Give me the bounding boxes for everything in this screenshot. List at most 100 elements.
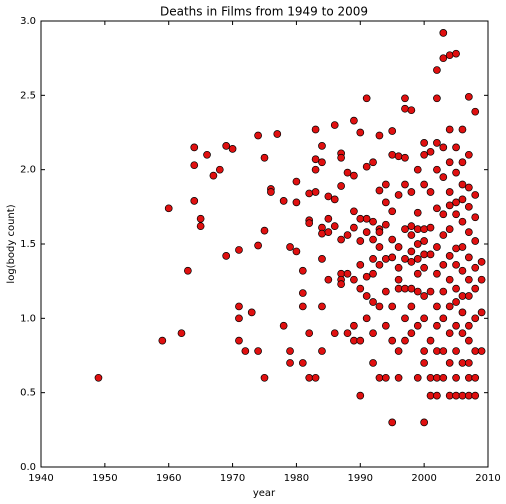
point bbox=[420, 418, 428, 427]
point bbox=[375, 186, 384, 195]
point bbox=[324, 228, 333, 236]
point bbox=[305, 219, 314, 228]
x-tick-label: 1950 bbox=[92, 473, 117, 484]
point bbox=[369, 359, 377, 367]
point bbox=[235, 336, 243, 345]
point bbox=[413, 269, 422, 278]
point bbox=[184, 266, 192, 275]
y-tick-label: 2.0 bbox=[20, 165, 36, 176]
point bbox=[298, 302, 307, 311]
point bbox=[196, 222, 205, 231]
point bbox=[439, 54, 448, 63]
point bbox=[452, 244, 460, 253]
point bbox=[433, 243, 441, 251]
x-tick-label: 2000 bbox=[411, 473, 436, 484]
point bbox=[196, 214, 205, 223]
point bbox=[388, 127, 397, 135]
point bbox=[477, 275, 486, 284]
point bbox=[464, 321, 473, 330]
point bbox=[343, 269, 352, 278]
point bbox=[401, 284, 409, 293]
point bbox=[311, 188, 320, 196]
point bbox=[420, 347, 428, 355]
point bbox=[439, 373, 448, 382]
point bbox=[401, 225, 409, 233]
point bbox=[286, 347, 294, 355]
point bbox=[362, 214, 371, 223]
point bbox=[394, 263, 403, 272]
point bbox=[401, 153, 409, 162]
point bbox=[433, 165, 441, 174]
point bbox=[337, 153, 345, 162]
point bbox=[305, 189, 314, 198]
point bbox=[305, 373, 314, 382]
point bbox=[433, 269, 441, 278]
point bbox=[458, 266, 467, 275]
point bbox=[471, 237, 480, 245]
point bbox=[318, 229, 326, 238]
x-axis-label: year bbox=[253, 488, 276, 499]
point bbox=[407, 231, 416, 239]
point bbox=[452, 284, 460, 293]
point bbox=[235, 302, 243, 311]
point bbox=[458, 125, 467, 134]
point bbox=[394, 152, 403, 161]
point bbox=[445, 225, 454, 233]
point bbox=[458, 243, 467, 251]
point bbox=[464, 228, 473, 236]
point bbox=[343, 168, 352, 177]
point bbox=[311, 373, 320, 382]
point bbox=[407, 284, 416, 293]
point bbox=[433, 391, 441, 400]
point bbox=[350, 207, 358, 216]
point bbox=[362, 162, 371, 171]
point bbox=[433, 139, 441, 147]
point bbox=[94, 373, 103, 382]
point bbox=[362, 94, 371, 103]
point bbox=[273, 130, 282, 138]
point bbox=[388, 336, 397, 345]
point bbox=[433, 66, 441, 74]
point bbox=[318, 142, 326, 150]
point bbox=[356, 128, 365, 137]
point bbox=[254, 347, 262, 355]
point bbox=[330, 195, 339, 204]
point bbox=[318, 255, 326, 263]
point bbox=[381, 373, 390, 382]
point bbox=[235, 314, 243, 323]
point bbox=[471, 391, 480, 400]
point bbox=[222, 252, 231, 260]
point bbox=[426, 336, 435, 345]
point bbox=[433, 321, 441, 330]
point bbox=[350, 171, 358, 180]
point bbox=[407, 106, 416, 115]
point bbox=[350, 223, 358, 232]
point bbox=[305, 329, 314, 338]
point bbox=[158, 336, 167, 345]
point bbox=[445, 275, 454, 284]
point bbox=[279, 197, 288, 205]
point bbox=[464, 183, 473, 192]
point bbox=[464, 373, 473, 382]
point bbox=[452, 373, 460, 382]
point bbox=[388, 302, 397, 311]
point bbox=[439, 287, 448, 296]
point bbox=[356, 336, 365, 345]
point bbox=[381, 198, 390, 207]
point bbox=[445, 201, 454, 210]
point bbox=[420, 237, 428, 245]
point bbox=[426, 250, 435, 259]
point bbox=[413, 373, 422, 382]
point bbox=[375, 373, 384, 382]
point bbox=[311, 125, 320, 134]
point bbox=[401, 104, 409, 113]
point bbox=[452, 168, 460, 177]
point bbox=[190, 197, 199, 205]
point bbox=[311, 155, 320, 164]
y-tick-label: 0.5 bbox=[20, 388, 36, 399]
point bbox=[350, 275, 358, 284]
point bbox=[369, 298, 377, 306]
point bbox=[426, 188, 435, 196]
point bbox=[292, 177, 301, 186]
point bbox=[458, 359, 467, 367]
